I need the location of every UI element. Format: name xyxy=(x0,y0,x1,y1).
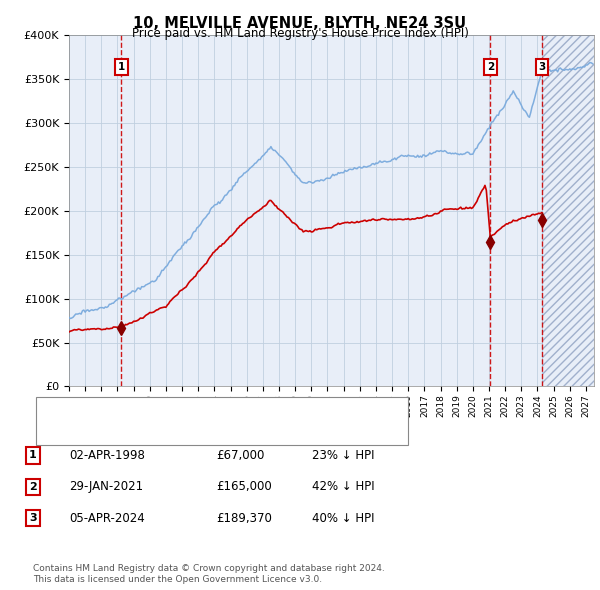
Bar xyxy=(542,35,594,386)
Text: 05-APR-2024: 05-APR-2024 xyxy=(69,512,145,525)
Bar xyxy=(542,35,594,386)
Text: 3: 3 xyxy=(538,62,545,72)
Text: £67,000: £67,000 xyxy=(216,449,265,462)
Text: This data is licensed under the Open Government Licence v3.0.: This data is licensed under the Open Gov… xyxy=(33,575,322,584)
Text: 29-JAN-2021: 29-JAN-2021 xyxy=(69,480,143,493)
Text: 2: 2 xyxy=(29,482,37,491)
Text: 02-APR-1998: 02-APR-1998 xyxy=(69,449,145,462)
Text: HPI: Average price, detached house, Northumberland: HPI: Average price, detached house, Nort… xyxy=(85,428,364,438)
Text: 23% ↓ HPI: 23% ↓ HPI xyxy=(312,449,374,462)
Text: Price paid vs. HM Land Registry's House Price Index (HPI): Price paid vs. HM Land Registry's House … xyxy=(131,27,469,40)
Text: 1: 1 xyxy=(29,451,37,460)
Text: 10, MELVILLE AVENUE, BLYTH, NE24 3SU (detached house): 10, MELVILLE AVENUE, BLYTH, NE24 3SU (de… xyxy=(85,405,389,415)
Text: £165,000: £165,000 xyxy=(216,480,272,493)
Text: 42% ↓ HPI: 42% ↓ HPI xyxy=(312,480,374,493)
Text: 3: 3 xyxy=(29,513,37,523)
Text: 2: 2 xyxy=(487,62,494,72)
Text: 40% ↓ HPI: 40% ↓ HPI xyxy=(312,512,374,525)
Text: Contains HM Land Registry data © Crown copyright and database right 2024.: Contains HM Land Registry data © Crown c… xyxy=(33,565,385,573)
Text: £189,370: £189,370 xyxy=(216,512,272,525)
Text: 1: 1 xyxy=(118,62,125,72)
Text: 10, MELVILLE AVENUE, BLYTH, NE24 3SU: 10, MELVILLE AVENUE, BLYTH, NE24 3SU xyxy=(133,16,467,31)
